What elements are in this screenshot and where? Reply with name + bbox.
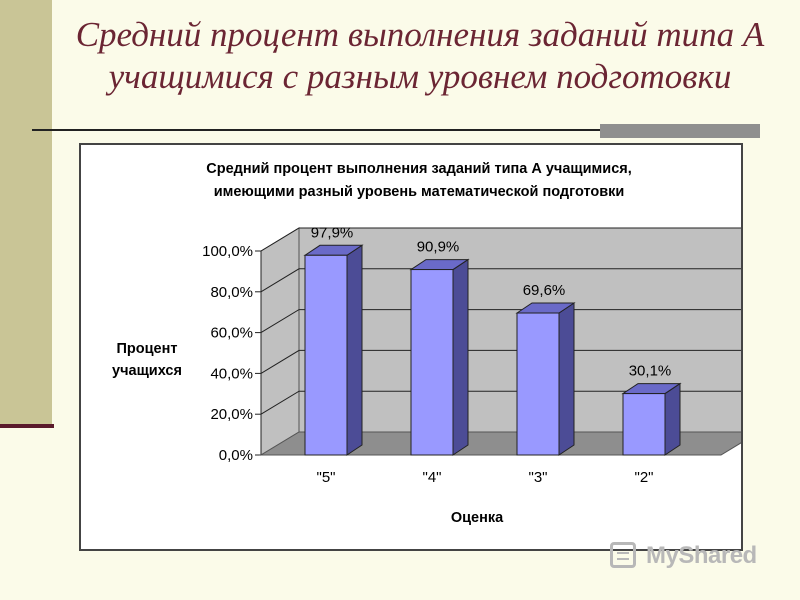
gridline: [260, 268, 741, 293]
bar-side: [558, 302, 575, 456]
left-accent-bar: [0, 0, 52, 425]
chart-title-line: Средний процент выполнения заданий типа …: [206, 161, 632, 177]
data-label: 97,9%: [311, 224, 354, 241]
y-tick-label: 40,0%: [210, 365, 253, 382]
bar-chart: 0,0% 20,0% 40,0% 60,0% 80,0% 100,0% 97,9% "5" 90…: [112, 161, 741, 526]
x-tick-label: "5": [317, 469, 336, 486]
chart-title-line: имеющими разный уровень математической п…: [214, 184, 625, 200]
bar: [516, 312, 560, 456]
watermark-text: MyShared: [646, 542, 757, 569]
watermark: MyShared: [606, 538, 776, 578]
y-axis-label: Процент: [117, 341, 178, 357]
presentation-icon: [610, 542, 636, 568]
chart-frame: 0,0% 20,0% 40,0% 60,0% 80,0% 100,0% 97,9% "5" 90…: [79, 143, 743, 551]
y-tick-label: 100,0%: [202, 243, 253, 260]
x-tick-label: "3": [529, 469, 548, 486]
bar-side: [346, 244, 363, 456]
gridline: [260, 349, 741, 374]
x-tick-label: "2": [635, 469, 654, 486]
y-tick-label: 80,0%: [210, 284, 253, 301]
data-label: 90,9%: [417, 239, 460, 256]
data-label: 69,6%: [523, 282, 566, 299]
data-label: 30,1%: [629, 363, 672, 380]
y-axis-label: учащихся: [112, 363, 182, 379]
left-accent-line: [0, 424, 54, 428]
title-rule-line: [32, 129, 602, 131]
y-tick-label: 0,0%: [219, 447, 253, 464]
bar: [304, 254, 348, 456]
y-tick-label: 20,0%: [210, 406, 253, 423]
y-tick-label: 60,0%: [210, 325, 253, 342]
slide-title: Средний процент выполнения заданий типа …: [75, 15, 765, 96]
gridline: [260, 309, 741, 334]
bar-side: [664, 382, 681, 456]
gridline: [260, 390, 741, 415]
bar-side: [452, 258, 469, 456]
bar: [410, 269, 454, 456]
gridline: [260, 227, 741, 252]
x-axis-label: Оценка: [451, 510, 504, 526]
chart-floor: [259, 431, 741, 456]
chart-side-wall: [260, 227, 300, 456]
title-rule-block: [600, 124, 760, 138]
bar: [622, 393, 666, 456]
x-tick-label: "4": [423, 469, 442, 486]
